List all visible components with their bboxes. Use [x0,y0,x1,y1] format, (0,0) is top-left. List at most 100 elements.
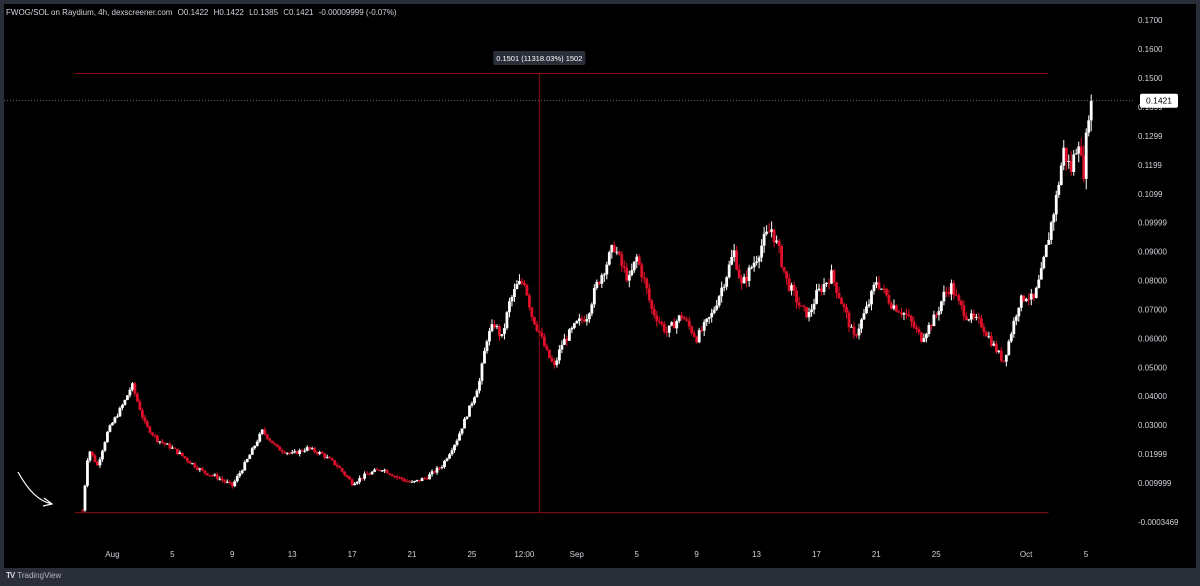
candle-body [760,245,764,258]
candle-body [160,441,164,443]
tradingview-branding[interactable]: TV TradingView [6,571,61,580]
candle-body [742,276,746,284]
candle-body [128,389,132,396]
candle-body [682,317,686,320]
candle-body [318,452,322,454]
candle-body [700,330,704,332]
candle-body [590,304,594,314]
candle-body [830,270,833,284]
chart-svg[interactable]: 0.17000.16000.15000.13990.12990.11990.10… [4,4,1196,568]
candle-body [165,443,169,445]
chart-legend: FWOG/SOL on Raydium, 4h, dexscreener.com… [6,8,400,17]
last-price-tag-box [1140,93,1178,108]
candle-body [1007,341,1011,355]
candle-body [313,448,317,452]
candle-body [602,274,606,276]
candle-body [840,298,843,305]
candle-body [540,332,544,337]
candle-body [373,469,377,472]
candle-body [877,282,881,289]
candle-body [949,283,953,295]
candle-body [847,312,851,328]
candle-body [964,316,968,320]
y-tick-label: 0.009999 [1138,479,1172,488]
candle-body [190,463,194,465]
candle-body [138,401,142,411]
candle-body [323,453,327,458]
candle-body [193,463,197,468]
candle-body [745,276,749,282]
tradingview-logo-icon: TV [6,571,15,580]
time-axis: Aug 5 9 13 17 21 25 12:00 Sep 5 9 13 17 21 25 Oct 5 [105,550,1088,559]
candle-body [408,481,411,483]
candle-body [203,470,207,474]
candle-body [695,336,699,343]
candle-body [767,231,771,233]
candle-body [88,451,92,461]
candle-body [495,326,499,328]
candle-body [243,462,247,471]
candle-body [942,291,946,302]
candle-body [675,321,679,329]
chart-panel[interactable]: 0.17000.16000.15000.13990.12990.11990.10… [4,4,1196,568]
candle-body [1072,154,1076,172]
candle-body [954,295,958,297]
candle-body [265,434,269,439]
candle-body [530,307,534,317]
candle-body [143,417,147,422]
candle-body [358,477,362,482]
candle-body [423,478,426,480]
y-tick-label: 0.07000 [1138,305,1167,314]
candle-body [740,278,744,284]
candle-body [210,475,214,477]
x-tick-label: 5 [170,550,175,559]
candle-body [717,296,721,306]
symbol-title[interactable]: FWOG/SOL on Raydium, 4h, dexscreener.com [6,8,173,17]
candle-body [595,281,599,288]
candle-body [368,474,372,476]
candle-body [395,476,399,478]
candle-body [770,229,774,232]
candle-body [285,452,289,454]
candle-body [867,304,871,307]
candle-body [910,316,913,322]
candle-body [1042,256,1046,269]
candle-body [378,469,381,471]
candle-body [508,301,511,313]
candle-body [655,315,659,322]
candle-body [168,443,172,449]
y-tick-label: 0.06000 [1138,334,1167,343]
candle-body [510,296,514,302]
candle-body [670,322,674,326]
candle-body [680,315,684,318]
candle-body [837,292,841,299]
candle-body [607,252,611,265]
candle-body [657,321,661,323]
candle-body [468,405,471,417]
candle-body [807,312,811,318]
candle-body [972,313,976,318]
candle-body [300,450,304,452]
candle-body [1027,298,1031,300]
candle-body [410,481,414,483]
candle-body [1017,307,1021,317]
candle-body [962,305,966,317]
candle-body [862,313,866,320]
y-tick-label: 0.05000 [1138,363,1167,372]
x-tick-label: Oct [1020,550,1033,559]
candle-body [483,351,486,364]
candle-body [215,474,219,479]
y-tick-label: 0.1600 [1138,45,1163,54]
candle-body [547,349,551,358]
candle-body [150,432,154,435]
candle-body [365,473,369,475]
candle-body [1054,194,1058,215]
candle-body [1069,161,1073,172]
candle-body [992,343,996,346]
candle-body [672,322,676,329]
candle-body [735,250,739,270]
candle-body [123,399,127,405]
candle-body [145,421,149,427]
candle-body [667,325,671,333]
candle-body [597,281,601,284]
